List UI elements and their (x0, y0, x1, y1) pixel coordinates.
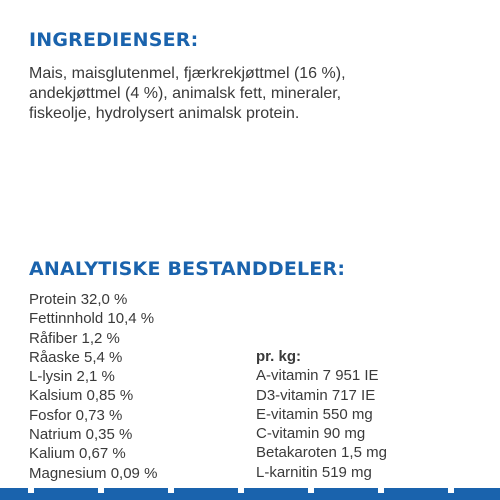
analytic-item: Kalsium 0,85 % (29, 387, 134, 405)
analytic-item: Protein 32,0 % (29, 291, 128, 308)
additive-item: L-karnitin 519 mg (256, 463, 372, 481)
analytic-item: Magnesium 0,09 % (29, 464, 158, 482)
ingredients-line: Mais, maisglutenmel, fjærkrekjøttmel (16… (29, 65, 346, 82)
bar-notch (238, 488, 244, 493)
additive-item: C-vitamin 90 mg (256, 425, 366, 443)
ingredients-text: Mais, maisglutenmel, fjærkrekjøttmel (16… (29, 64, 479, 124)
bar-notch (448, 488, 454, 493)
analytic-item: Fettinnhold 10,4 % (29, 310, 155, 328)
bar-notch (28, 488, 34, 493)
analytic-item: Fosfor 0,73 % (29, 406, 123, 424)
analytic-item: Råfiber 1,2 % (29, 329, 120, 347)
ingredients-line: fiskeolje, hydrolysert animalsk protein. (29, 105, 300, 122)
bar-notch (378, 488, 384, 493)
additive-item: Betakaroten 1,5 mg (256, 444, 387, 462)
ingredients-line: andekjøttmel (4 %), animalsk fett, miner… (29, 85, 342, 102)
additives-per-kg-list: pr. kg: A-vitamin 7 951 IE D3-vitamin 71… (256, 347, 387, 482)
analytic-item: L-lysin 2,1 % (29, 368, 115, 386)
analytic-item: Råaske 5,4 % (29, 348, 123, 366)
analytic-item: Kalium 0,67 % (29, 445, 126, 463)
additive-item: A-vitamin 7 951 IE (256, 367, 379, 385)
bar-notch (308, 488, 314, 493)
bar-notch (168, 488, 174, 493)
analytic-left-list: Protein 32,0 % Fettinnhold 10,4 % Råfibe… (29, 290, 157, 483)
per-kg-label: pr. kg: (256, 348, 302, 365)
ingredients-heading: INGREDIENSER: (29, 29, 199, 51)
bottom-bar (0, 488, 500, 500)
additive-item: D3-vitamin 717 IE (256, 386, 376, 404)
bar-notch (98, 488, 104, 493)
additive-item: E-vitamin 550 mg (256, 405, 373, 423)
analytic-heading: ANALYTISKE BESTANDDELER: (29, 258, 346, 280)
analytic-item: Natrium 0,35 % (29, 426, 133, 444)
